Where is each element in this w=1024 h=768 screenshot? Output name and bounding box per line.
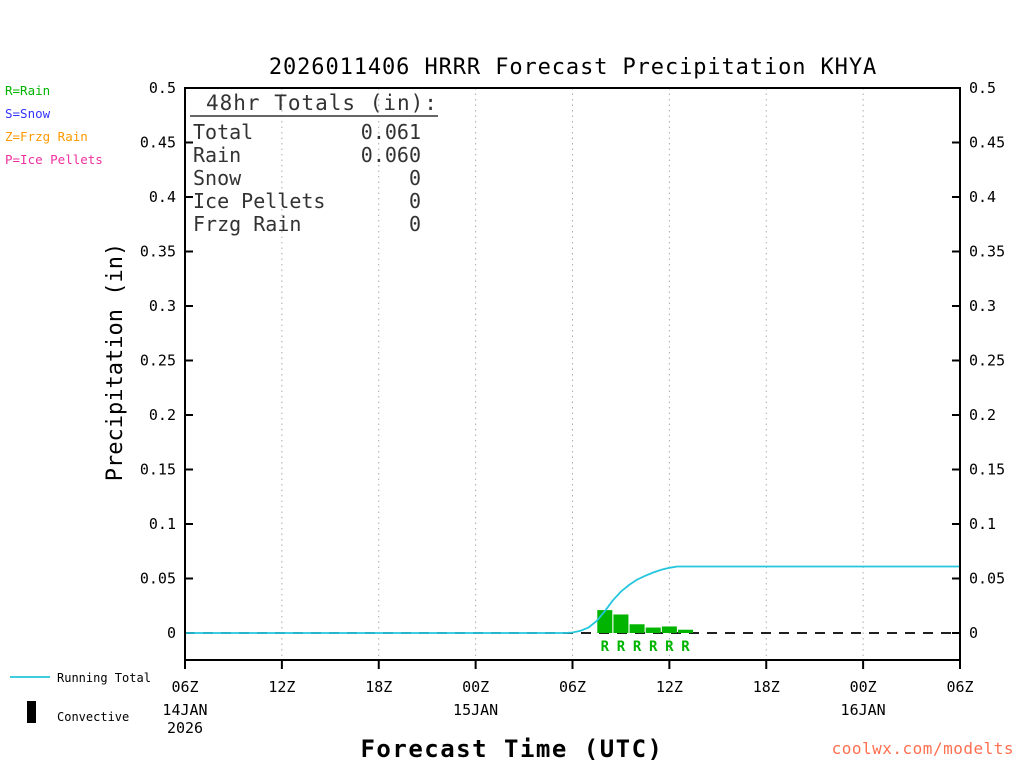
x-tick-label: 00Z xyxy=(850,678,877,696)
y-tick-label-left: 0 xyxy=(167,624,176,642)
y-tick-label-right: 0.4 xyxy=(969,188,996,206)
precip-type-marker: R xyxy=(681,639,690,655)
x-date-label: 14JAN xyxy=(162,701,207,719)
totals-label-rain: Rain xyxy=(193,143,241,167)
y-tick-label-left: 0.35 xyxy=(140,243,176,261)
y-tick-label-right: 0.15 xyxy=(969,461,1005,479)
y-tick-label-right: 0 xyxy=(969,624,978,642)
totals-value-frzg-rain: 0 xyxy=(409,212,421,236)
y-tick-label-right: 0.05 xyxy=(969,570,1005,588)
totals-label-frzg-rain: Frzg Rain xyxy=(193,212,301,236)
y-tick-label-left: 0.4 xyxy=(149,188,176,206)
watermark-text: coolwx.com/modelts xyxy=(832,739,1014,758)
plot-frame xyxy=(184,87,961,661)
legend-snow: S=Snow xyxy=(5,106,51,121)
totals-label-snow: Snow xyxy=(193,166,242,190)
x-tick-label: 12Z xyxy=(656,678,683,696)
y-tick-label-right: 0.5 xyxy=(969,79,996,97)
y-tick-label-right: 0.35 xyxy=(969,243,1005,261)
running-total-legend-label: Running Total xyxy=(57,671,151,685)
y-tick-label-left: 0.5 xyxy=(149,79,176,97)
y-tick-label-left: 0.3 xyxy=(149,297,176,315)
x-axis-label: Forecast Time (UTC) xyxy=(360,735,663,763)
x-date-label: 16JAN xyxy=(841,701,886,719)
rain-bar xyxy=(597,610,613,633)
y-tick-label-left: 0.15 xyxy=(140,461,176,479)
y-tick-label-left: 0.45 xyxy=(140,134,176,152)
x-tick-label: 06Z xyxy=(946,678,973,696)
rain-bar xyxy=(661,626,677,633)
x-year-label: 2026 xyxy=(167,719,203,737)
totals-label-ice-pellets: Ice Pellets xyxy=(193,189,325,213)
legend-rain: R=Rain xyxy=(5,83,50,98)
precip-type-marker: R xyxy=(617,639,626,655)
chart-title: 2026011406 HRRR Forecast Precipitation K… xyxy=(269,55,877,80)
rain-bar xyxy=(629,624,645,633)
x-tick-label: 18Z xyxy=(753,678,780,696)
y-tick-label-right: 0.2 xyxy=(969,406,996,424)
x-date-label: 15JAN xyxy=(453,701,498,719)
y-tick-label-left: 0.05 xyxy=(140,570,176,588)
precip-type-marker: R xyxy=(665,639,674,655)
rain-bar xyxy=(645,627,661,633)
precip-type-marker: R xyxy=(601,639,610,655)
x-tick-label: 18Z xyxy=(365,678,392,696)
totals-value-total: 0.061 xyxy=(361,120,421,144)
precip-type-marker: R xyxy=(649,639,658,655)
running-total-line xyxy=(185,565,960,634)
x-tick-label: 00Z xyxy=(462,678,489,696)
legend-freezing-rain: Z=Frzg Rain xyxy=(5,129,88,144)
totals-heading: 48hr Totals (in): xyxy=(206,91,438,115)
convective-bar-sample xyxy=(27,701,36,723)
y-tick-label-right: 0.3 xyxy=(969,297,996,315)
totals-value-rain: 0.060 xyxy=(361,143,421,167)
y-tick-label-right: 0.1 xyxy=(969,515,996,533)
rain-bar xyxy=(678,629,694,633)
y-tick-label-left: 0.1 xyxy=(149,515,176,533)
totals-value-ice-pellets: 0 xyxy=(409,189,421,213)
x-tick-label: 06Z xyxy=(559,678,586,696)
totals-label-total: Total xyxy=(193,120,253,144)
rain-bar xyxy=(613,614,629,633)
totals-value-snow: 0 xyxy=(409,166,421,190)
convective-legend-label: Convective xyxy=(57,710,129,724)
x-tick-label: 12Z xyxy=(268,678,295,696)
y-tick-label-right: 0.45 xyxy=(969,134,1005,152)
y-tick-label-left: 0.2 xyxy=(149,406,176,424)
y-tick-label-left: 0.25 xyxy=(140,352,176,370)
legend-ice-pellets: P=Ice Pellets xyxy=(5,152,103,167)
y-tick-label-right: 0.25 xyxy=(969,352,1005,370)
y-axis-label: Precipitation (in) xyxy=(103,243,128,481)
precip-type-marker: R xyxy=(633,639,642,655)
x-tick-label: 06Z xyxy=(171,678,198,696)
